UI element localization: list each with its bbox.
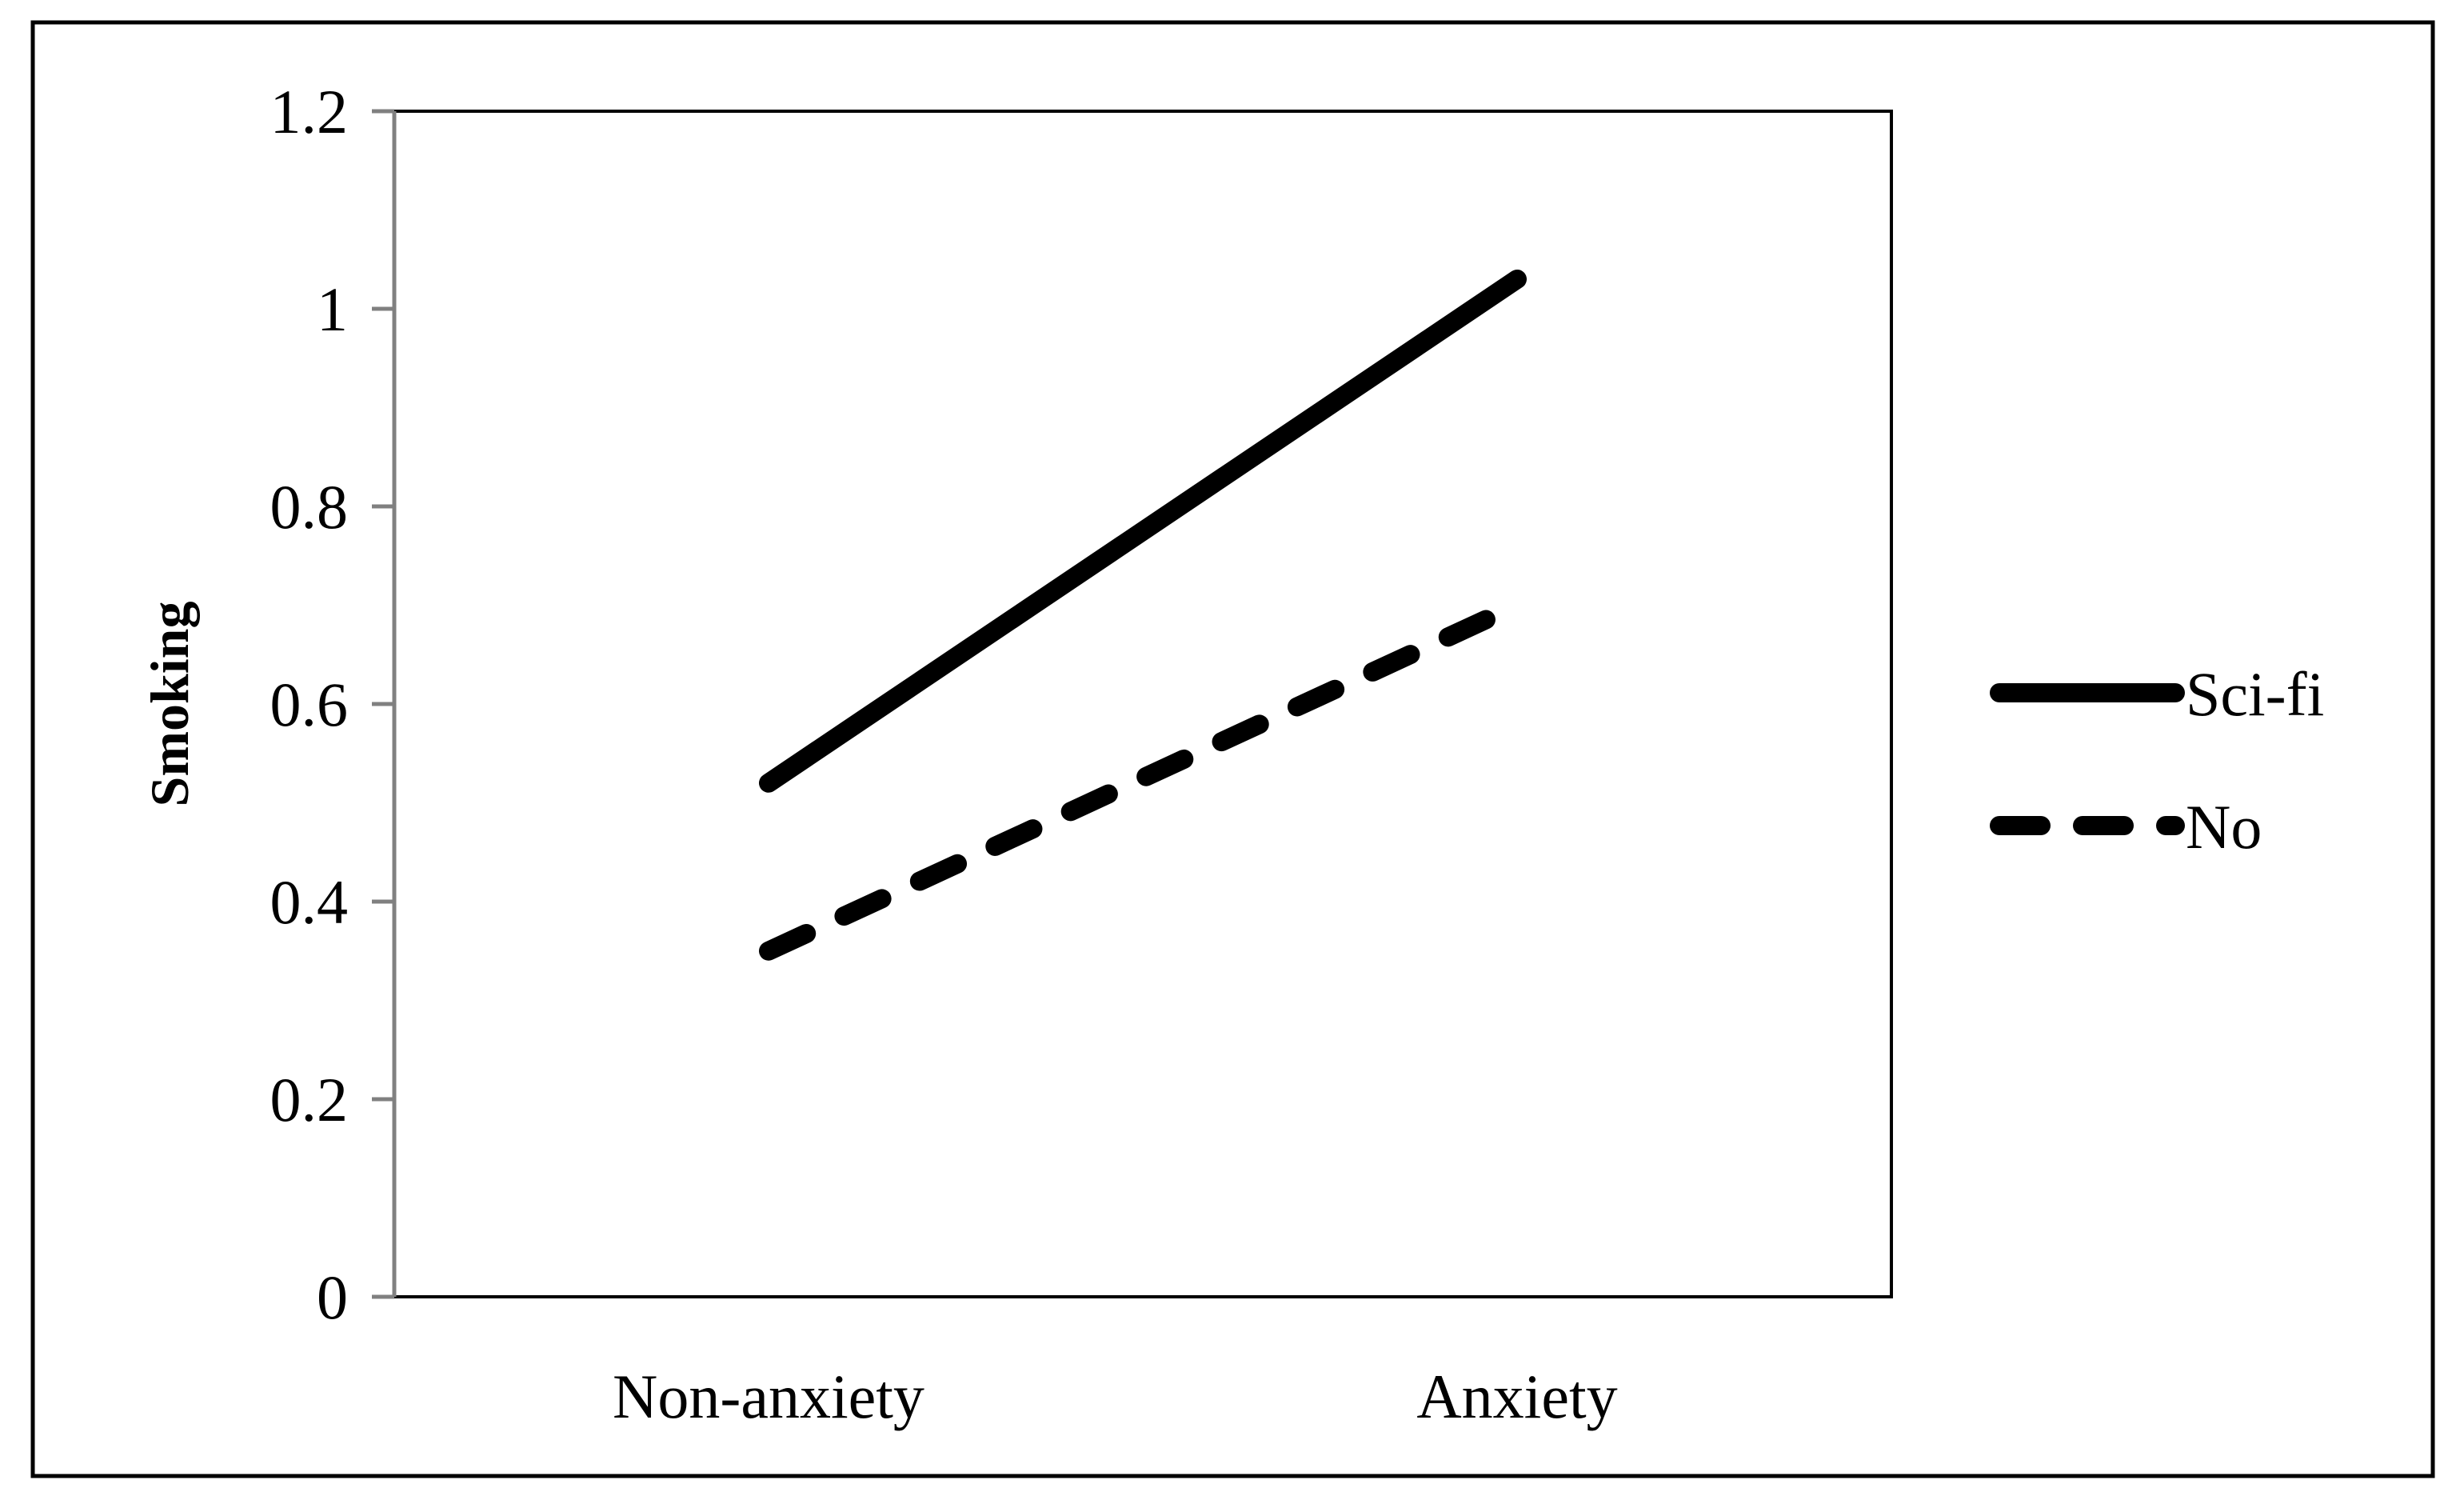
legend: Sci-fi No	[1990, 659, 2324, 862]
y-tick-label: 0.2	[270, 1065, 349, 1134]
series-line-no	[759, 595, 1527, 961]
y-tick-label: 0	[317, 1262, 348, 1332]
y-tick-label: 0.6	[270, 670, 349, 739]
x-axis-labels: Non-anxiety Anxiety	[613, 1362, 1618, 1431]
figure-frame	[30, 20, 2435, 1478]
series-layer	[759, 269, 1527, 961]
y-axis-ticks: 0 0.2 0.4 0.6 0.8 1 1.2	[270, 77, 394, 1332]
y-tick-label: 0.8	[270, 472, 349, 542]
legend-label: Sci-fi	[2186, 659, 2324, 729]
y-tick-label: 1	[317, 274, 348, 344]
legend-label: No	[2186, 792, 2262, 862]
y-tick-label: 0.4	[270, 867, 349, 937]
y-axis-title: Smoking	[139, 602, 200, 807]
x-tick-label: Non-anxiety	[613, 1362, 924, 1431]
x-tick-label: Anxiety	[1416, 1362, 1617, 1431]
series-line-sci-fi	[759, 269, 1527, 793]
y-tick-label: 1.2	[270, 77, 349, 146]
